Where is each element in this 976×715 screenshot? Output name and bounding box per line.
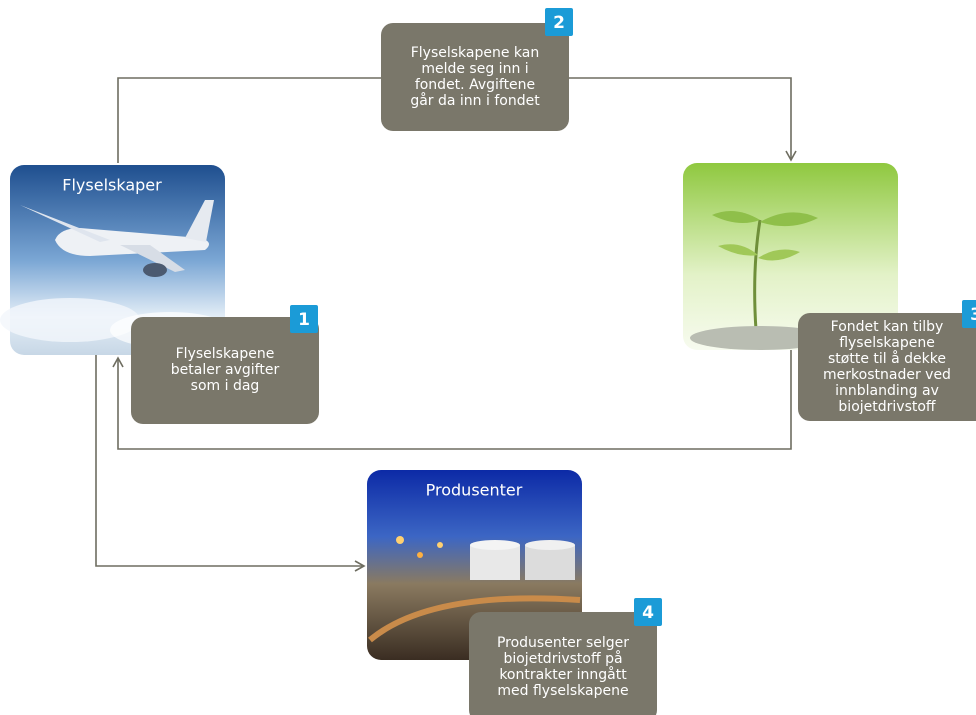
step-number: 1 bbox=[298, 310, 310, 330]
step-text: Fondet kan tilby bbox=[831, 319, 944, 335]
step-text: Flyselskapene kan bbox=[411, 45, 540, 61]
step-number: 3 bbox=[970, 305, 976, 325]
step-text: støtte til å dekke bbox=[828, 350, 946, 367]
step-text: fondet. Avgiftene bbox=[415, 77, 535, 93]
step-number: 4 bbox=[642, 603, 654, 623]
step-text: melde seg inn i bbox=[421, 61, 528, 77]
step-text: betaler avgifter bbox=[171, 362, 280, 378]
step-text: biojetdrivstoff bbox=[838, 399, 936, 415]
step-text: Flyselskapene bbox=[176, 346, 275, 362]
step-text: merkostnader ved bbox=[823, 367, 951, 383]
step-text: går da inn i fondet bbox=[410, 92, 540, 109]
node-label: Produsenter bbox=[426, 481, 523, 500]
step-text: med flyselskapene bbox=[497, 683, 628, 699]
step-text: innblanding av bbox=[835, 383, 939, 399]
node-label: Flyselskaper bbox=[62, 176, 162, 195]
diagram: Flyselskaper Produsenter 1 2 3 4 Flysels… bbox=[0, 0, 976, 715]
step-text: kontrakter inngått bbox=[499, 666, 627, 683]
step-text: flyselskapene bbox=[839, 335, 935, 351]
step-text: som i dag bbox=[191, 378, 260, 394]
step-text: biojetdrivstoff på bbox=[503, 650, 622, 667]
step-number: 2 bbox=[553, 13, 565, 33]
step-text: Produsenter selger bbox=[497, 635, 629, 651]
